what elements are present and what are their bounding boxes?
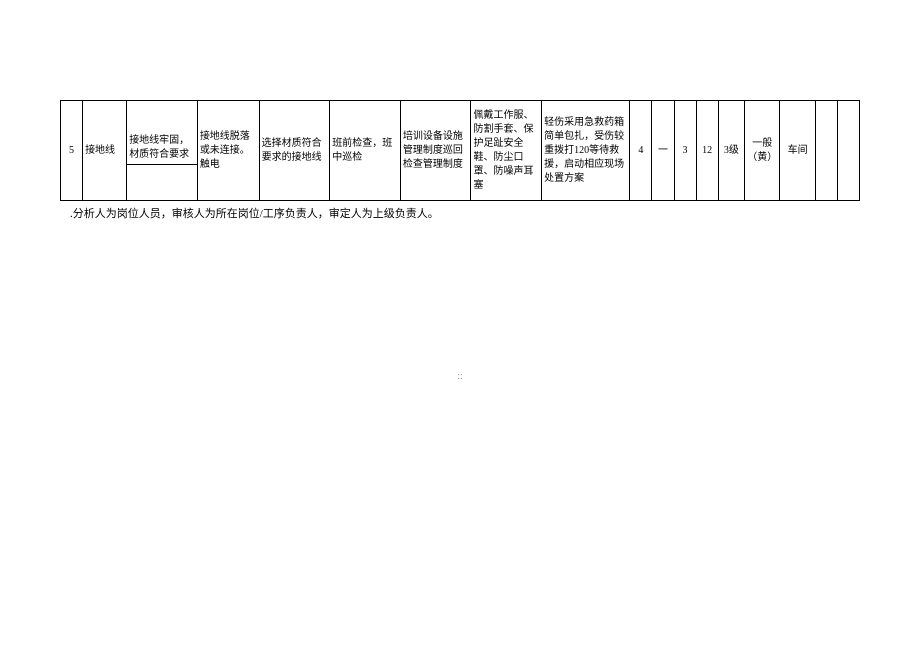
- cell-ppe: 佩戴工作服、防割手套、保护足趾安全鞋、防尘口罩、防噪声耳塞: [471, 101, 542, 201]
- cell-standard-bottom: [127, 165, 197, 169]
- cell-l: 4: [630, 101, 652, 201]
- cell-d: 12: [696, 101, 718, 201]
- cell-e: 一: [652, 101, 674, 201]
- cell-seq: 5: [61, 101, 83, 201]
- table-row: 5 接地线 接地线牢固，材质符合要求 接地线脱落或未连接。触电 选择材质符合要求…: [61, 101, 860, 201]
- cell-color: 一般（黄）: [745, 101, 780, 201]
- cell-engineering: 选择材质符合要求的接地线: [259, 101, 330, 201]
- risk-assessment-table: 5 接地线 接地线牢固，材质符合要求 接地线脱落或未连接。触电 选择材质符合要求…: [60, 100, 860, 201]
- cell-standard: 接地线牢固，材质符合要求: [127, 101, 198, 201]
- cell-training: 培训设备设施管理制度巡回检查管理制度: [400, 101, 471, 201]
- page-mark: ::: [60, 371, 860, 382]
- cell-standard-top: 接地线牢固，材质符合要求: [127, 132, 197, 165]
- cell-c: 3: [674, 101, 696, 201]
- cell-emergency: 轻伤采用急救药箱简单包扎，受伤较重拨打120等待救援，启动相应现场处置方案: [542, 101, 630, 201]
- cell-hazard: 接地线脱落或未连接。触电: [197, 101, 259, 201]
- cell-extra2: [837, 101, 859, 201]
- cell-responsible: 车间: [780, 101, 815, 201]
- cell-item: 接地线: [83, 101, 127, 201]
- cell-level: 3级: [718, 101, 744, 201]
- cell-inspection: 班前检查，班中巡检: [330, 101, 401, 201]
- cell-extra1: [815, 101, 837, 201]
- footnote-text: .分析人为岗位人员，审核人为所在岗位/工序负责人，审定人为上级负责人。: [60, 205, 860, 221]
